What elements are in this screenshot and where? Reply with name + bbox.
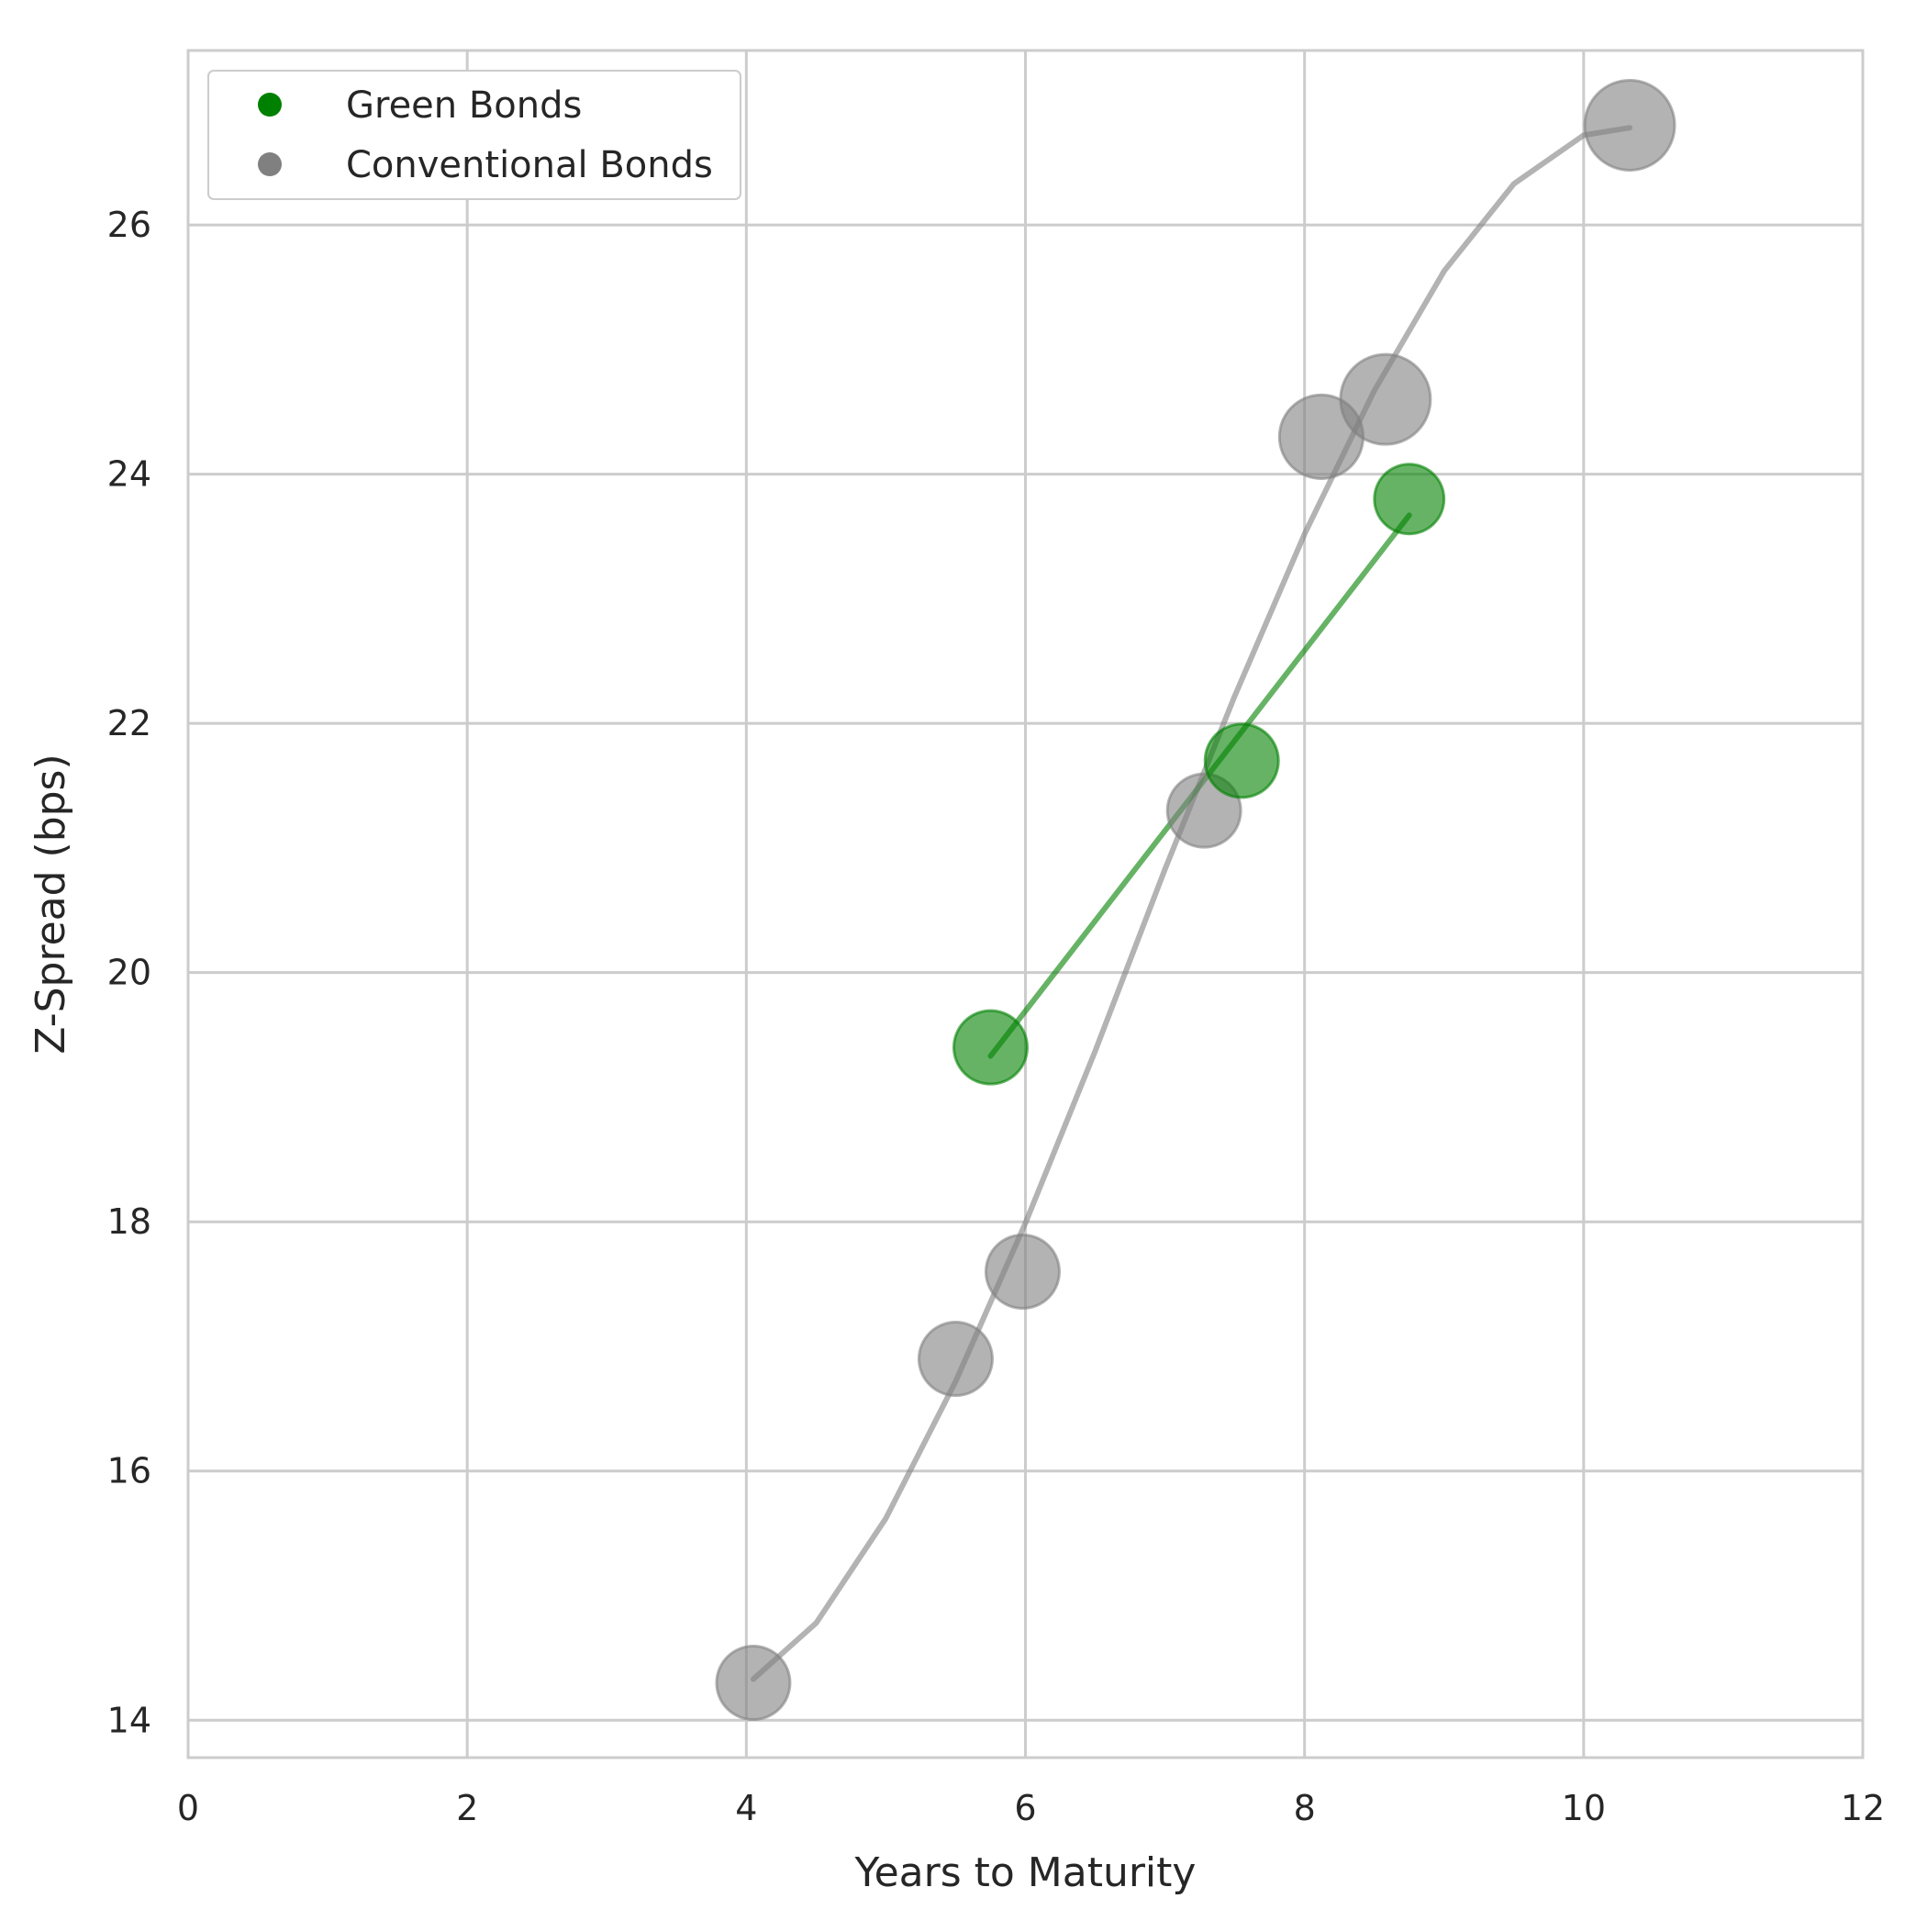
y-tick-label: 26 (107, 205, 151, 245)
conventional-bonds-point (917, 1321, 994, 1398)
green-bonds-point (952, 1009, 1029, 1086)
y-axis-label: Z-Spread (bps) (28, 754, 74, 1054)
conventional-bonds-point (715, 1645, 792, 1722)
y-tick-label: 14 (107, 1700, 151, 1740)
y-tick-label: 16 (107, 1451, 151, 1491)
grid-lines (186, 50, 1865, 1758)
x-tick-label: 10 (1562, 1788, 1606, 1828)
green-bonds-point (1373, 463, 1446, 536)
x-tick-label: 2 (456, 1788, 478, 1828)
x-tick-label: 6 (1014, 1788, 1036, 1828)
conventional-bonds-point (1339, 352, 1432, 446)
legend-box (207, 70, 741, 200)
y-tick-label: 24 (107, 454, 151, 495)
data-points (715, 78, 1676, 1722)
green-bonds-point (1203, 722, 1280, 799)
legend-marker-conventional-bonds (258, 152, 282, 176)
legend-label-conventional-bonds: Conventional Bonds (346, 144, 713, 186)
x-axis-label: Years to Maturity (854, 1849, 1197, 1896)
y-tick-label: 18 (107, 1201, 151, 1242)
y-tick-label: 22 (107, 703, 151, 743)
legend-marker-green-bonds (258, 93, 282, 117)
conventional-bonds-point (984, 1234, 1061, 1311)
y-tick-label: 20 (107, 953, 151, 993)
x-tick-label: 12 (1841, 1788, 1885, 1828)
legend-label-green-bonds: Green Bonds (346, 84, 582, 127)
conventional-bonds-point (1583, 78, 1676, 172)
x-tick-label: 0 (177, 1788, 199, 1828)
plot-frame (186, 49, 1865, 1759)
x-tick-label: 4 (735, 1788, 757, 1828)
x-tick-label: 8 (1294, 1788, 1316, 1828)
legend: Green Bonds Conventional Bonds (207, 70, 741, 200)
